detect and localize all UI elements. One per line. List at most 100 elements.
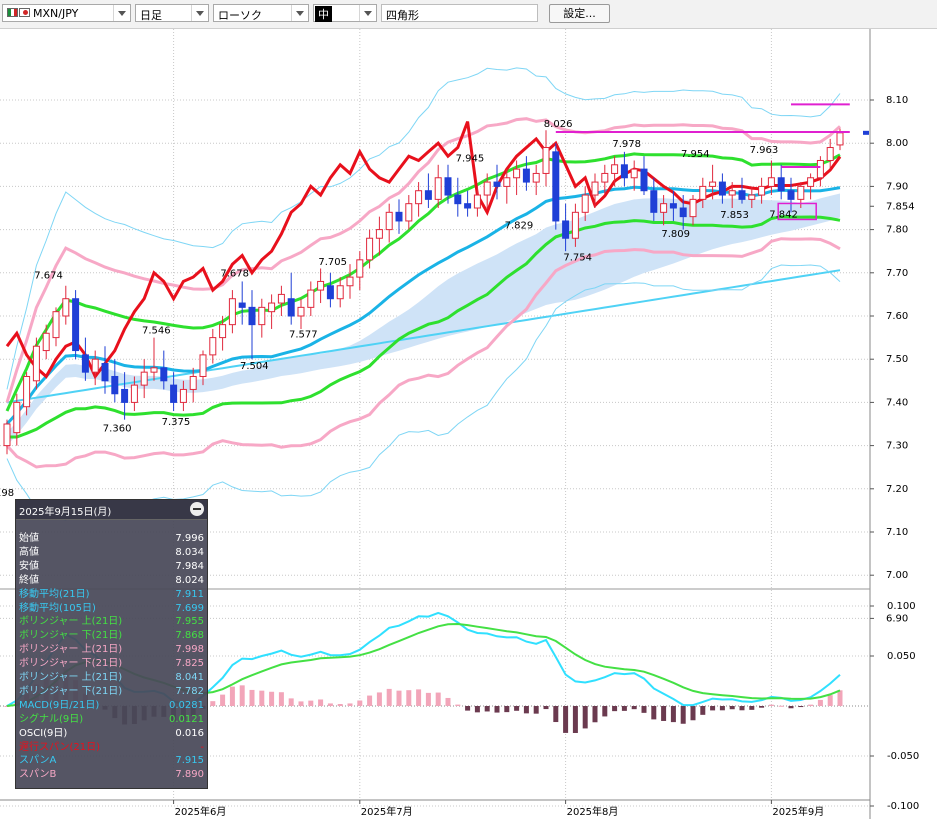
shape-value: 四角形 [386, 9, 419, 22]
data-row-value: 7.911 [175, 588, 204, 600]
chevron-down-icon[interactable] [113, 5, 130, 21]
data-row-value: 7.825 [175, 658, 204, 670]
candle-body [13, 401, 21, 434]
selected-date: 2025年9月15日(月) [19, 507, 112, 518]
osci-bar [729, 706, 735, 710]
osci-bar [504, 706, 510, 713]
candle-body [660, 203, 668, 213]
data-row-value: 8.041 [175, 672, 204, 683]
data-row-value: 7.984 [175, 560, 204, 572]
osci-bar [4, 706, 10, 707]
osci-bar [376, 692, 382, 706]
osci-bar [229, 686, 235, 706]
data-row-value: 7.955 [175, 616, 204, 628]
osci-bar [543, 706, 549, 710]
osci-bar [278, 692, 284, 706]
candle-body [444, 177, 452, 196]
osci-bar [239, 685, 245, 706]
chevron-down-icon[interactable] [359, 5, 376, 21]
candle-body [807, 177, 815, 187]
data-row-value: 7.782 [175, 685, 204, 697]
time-tick-label: 2025年8月 [567, 805, 619, 818]
line-width-select[interactable]: 中 [313, 4, 377, 22]
candle-body [816, 159, 824, 179]
data-row: 始値 7.996 [19, 532, 204, 545]
osci-bar [837, 690, 843, 706]
candle-body [424, 190, 432, 200]
candle-body [297, 306, 305, 317]
last-price-marker [863, 130, 869, 135]
osci-bar [347, 703, 353, 706]
candle-body [552, 151, 560, 222]
osci-bar [298, 701, 304, 706]
candle-body [189, 375, 197, 390]
japan-flag-icon [19, 8, 30, 17]
data-row: 移動平均(105日) 7.699 [19, 602, 204, 615]
data-row: 終値 8.024 [19, 574, 204, 587]
data-row-value: - [200, 741, 204, 753]
data-row-label: ボリンジャー 上(21日) [19, 644, 123, 656]
osci-bar [808, 704, 814, 706]
osci-bar [474, 706, 480, 713]
settings-button[interactable]: 設定... [549, 4, 610, 23]
shape-field[interactable]: 四角形 [381, 4, 538, 22]
candle-body [307, 289, 315, 308]
price-annotation: 7.829 [505, 220, 534, 231]
data-row: OSCI(9日) 0.016 [19, 727, 204, 740]
price-tick-label: 8.00 [886, 138, 908, 149]
price-annotation: 7.360 [103, 423, 132, 434]
osci-bar [759, 706, 765, 708]
osci-bar [269, 691, 275, 706]
data-row-label: スパンB [19, 769, 57, 781]
macd-tick-label: 0.100 [887, 601, 916, 612]
candle-body [395, 211, 403, 222]
osci-bar [249, 689, 255, 706]
osci-bar [455, 704, 461, 706]
candles [3, 128, 844, 455]
data-window[interactable]: 2025年9月15日(月) 始値 7.996 高値 8.034 安値 7.984 終値 8.0… [15, 499, 208, 789]
bollinger-mid-upper [5, 117, 842, 403]
candle-body [111, 375, 119, 395]
price-axis: 8.10 8.00 7.90 7.854 7.80 7.70 7.60 7.50 7.40 7.3… [863, 95, 915, 624]
price-annotation: 7.674 [34, 270, 63, 281]
osci-bar [563, 706, 569, 733]
period-select[interactable]: 日足 [135, 4, 209, 22]
osci-bar [367, 695, 373, 706]
data-row-label: MACD(9日/21日) [19, 699, 100, 711]
candle-body [767, 177, 775, 187]
osci-bar [553, 706, 559, 723]
candle-body [483, 181, 491, 196]
time-tick-label: 2025年6月 [175, 805, 227, 818]
osci-bar [700, 706, 706, 715]
candle-body [356, 259, 364, 278]
candle-body [826, 147, 834, 161]
candle-body [797, 185, 805, 200]
candle-body [23, 375, 31, 408]
candle-body [91, 358, 99, 373]
data-row: 移動平均(21日) 7.911 [19, 588, 204, 601]
candle-body [385, 211, 393, 231]
osci-bar [533, 706, 539, 714]
chart-type-select[interactable]: ローソク [213, 4, 309, 22]
candle-body [650, 190, 658, 213]
chevron-down-icon[interactable] [191, 5, 208, 21]
candle-body [42, 332, 50, 352]
data-row: ボリンジャー 上(21日) 7.955 [19, 615, 204, 628]
ichimoku-cloud [7, 193, 840, 446]
chevron-down-icon[interactable] [291, 5, 308, 21]
osci-bar [592, 706, 598, 723]
candle-body [611, 164, 619, 174]
price-annotation: 7.954 [681, 149, 710, 160]
osci-bar [768, 704, 774, 706]
price-annotation: 7.853 [720, 210, 749, 221]
osci-bar [327, 703, 333, 706]
osci-bar [210, 701, 216, 706]
osci-bar [749, 706, 755, 710]
chart-area[interactable]: 8.026 7.978 7.945 7.954 7.963 7.829 7.754 7.809… [0, 29, 937, 822]
symbol-select[interactable]: MXN/JPY [2, 4, 131, 22]
osci-bar [445, 697, 451, 706]
osci-bar [514, 706, 520, 711]
data-row-label: シグナル(9日) [19, 713, 84, 725]
candle-body [326, 285, 334, 300]
minimize-icon[interactable] [190, 502, 204, 516]
